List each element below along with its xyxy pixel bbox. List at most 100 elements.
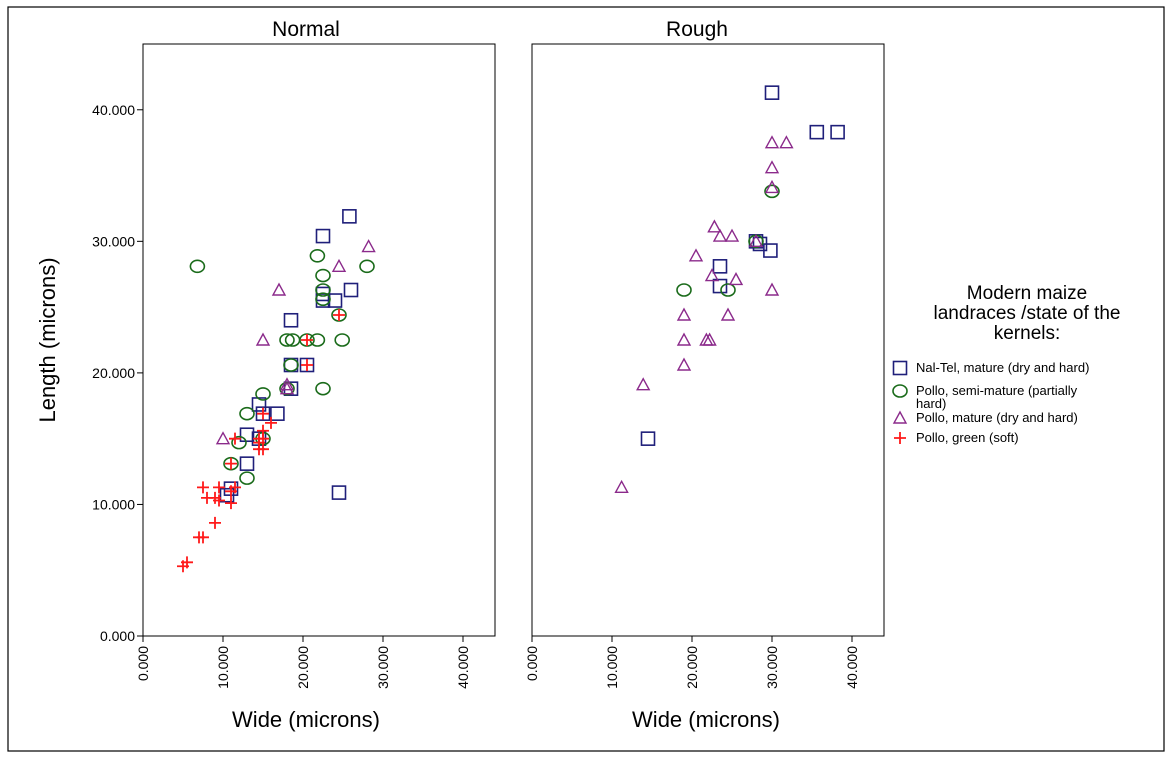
point-normal-square: [255, 406, 271, 421]
x-tick-label-normal: 40.000: [455, 646, 471, 689]
x-tick-label-normal: 20.000: [295, 646, 311, 689]
point-rough-triangle: [764, 135, 780, 149]
point-rough-square: [763, 243, 778, 258]
point-normal-circle: [309, 249, 326, 263]
point-normal-circle: [315, 268, 331, 283]
point-rough-triangle: [720, 307, 736, 321]
point-normal-plus: [333, 309, 345, 322]
point-rough-square: [712, 259, 728, 274]
x-tick-label-normal: 10.000: [215, 646, 231, 689]
point-normal-plus: [213, 481, 225, 494]
x-axis-title-normal: Wide (microns): [232, 707, 380, 732]
point-normal-square: [219, 487, 235, 503]
point-normal-plus: [197, 481, 209, 494]
point-rough-circle: [720, 283, 736, 297]
point-normal-plus: [177, 560, 189, 573]
point-normal-triangle: [361, 239, 376, 253]
x-tick-label-rough: 40.000: [844, 646, 860, 689]
legend-title: Modern maize: [967, 283, 1087, 304]
point-normal-square: [327, 293, 343, 308]
y-tick-label: 0.000: [100, 628, 135, 644]
point-normal-plus: [301, 334, 313, 346]
point-normal-circle: [283, 358, 299, 372]
point-rough-triangle: [748, 233, 764, 248]
point-rough-triangle: [636, 377, 651, 391]
point-normal-circle: [279, 333, 295, 347]
point-rough-square: [640, 431, 656, 446]
chart-frame: [7, 6, 1165, 752]
point-rough-triangle: [764, 282, 780, 296]
y-tick-label: 40.000: [92, 102, 135, 118]
legend-title: kernels:: [994, 323, 1061, 344]
point-rough-triangle: [764, 179, 780, 194]
point-normal-square: [239, 427, 255, 443]
legend-label: hard): [916, 396, 946, 411]
point-normal-plus: [225, 497, 237, 510]
point-normal-triangle: [255, 332, 271, 346]
point-normal-triangle: [271, 282, 287, 296]
point-rough-square: [830, 124, 845, 140]
point-normal-circle: [315, 292, 331, 307]
point-rough-triangle: [676, 332, 692, 346]
legend-title: landraces /state of the: [934, 303, 1121, 324]
point-normal-plus: [301, 358, 313, 371]
point-normal-square: [343, 282, 359, 298]
legend-label: Pollo, semi-mature (partially: [916, 383, 1078, 398]
x-tick-label-rough: 30.000: [764, 646, 780, 689]
point-normal-plus: [257, 443, 269, 456]
legend-label: Pollo, green (soft): [916, 430, 1019, 445]
point-rough-triangle: [707, 219, 722, 233]
point-normal-plus: [193, 531, 205, 544]
point-normal-plus: [225, 457, 237, 470]
panel-rough-frame: [531, 43, 885, 637]
point-rough-circle: [764, 184, 780, 199]
point-normal-circle: [359, 259, 375, 274]
point-rough-triangle: [676, 307, 692, 321]
y-tick-label: 30.000: [92, 233, 135, 249]
point-normal-square: [239, 456, 255, 471]
point-normal-triangle: [331, 258, 347, 273]
legend-label: Pollo, mature (dry and hard): [916, 410, 1078, 425]
x-tick-label-normal: 0.000: [135, 646, 151, 681]
point-normal-circle: [334, 333, 351, 347]
y-tick-label: 10.000: [92, 496, 135, 512]
point-normal-plus: [229, 432, 241, 445]
point-normal-plus: [225, 485, 237, 498]
axis-ticks: 0.000 10.000 20.000 30.000 40.000 0.000 10.000…: [92, 102, 860, 689]
point-normal-circle: [315, 283, 331, 297]
panel-normal-title: Normal: [272, 18, 340, 41]
point-normal-triangle: [279, 381, 295, 395]
point-rough-square: [809, 124, 825, 140]
legend-label: Nal-Tel, mature (dry and hard): [916, 360, 1089, 375]
x-tick-label-normal: 30.000: [375, 646, 391, 689]
panel-normal-frame: [142, 43, 496, 637]
point-normal-plus: [213, 494, 225, 507]
point-normal-square: [283, 312, 299, 328]
point-rough-triangle: [614, 479, 629, 494]
point-rough-triangle: [724, 228, 740, 242]
point-rough-triangle: [702, 332, 717, 346]
data-marks: [177, 85, 845, 573]
point-rough-square: [764, 85, 780, 100]
point-rough-square: [712, 278, 728, 294]
legend-marker-square: [892, 360, 908, 376]
x-tick-label-rough: 0.000: [524, 646, 540, 681]
point-normal-plus: [265, 416, 277, 429]
point-normal-triangle: [279, 377, 295, 391]
point-normal-triangle: [215, 431, 231, 445]
point-normal-square: [299, 357, 315, 373]
point-rough-triangle: [764, 160, 780, 174]
point-rough-triangle: [779, 135, 794, 149]
point-normal-square: [270, 406, 285, 421]
point-normal-plus: [209, 516, 221, 529]
point-rough-triangle: [728, 272, 744, 286]
point-rough-triangle: [676, 357, 692, 371]
point-rough-circle: [676, 283, 692, 297]
y-tick-label: 20.000: [92, 365, 135, 381]
point-normal-circle: [239, 471, 255, 485]
point-rough-triangle: [688, 248, 704, 262]
point-normal-square: [342, 209, 357, 224]
point-normal-circle: [231, 435, 247, 450]
